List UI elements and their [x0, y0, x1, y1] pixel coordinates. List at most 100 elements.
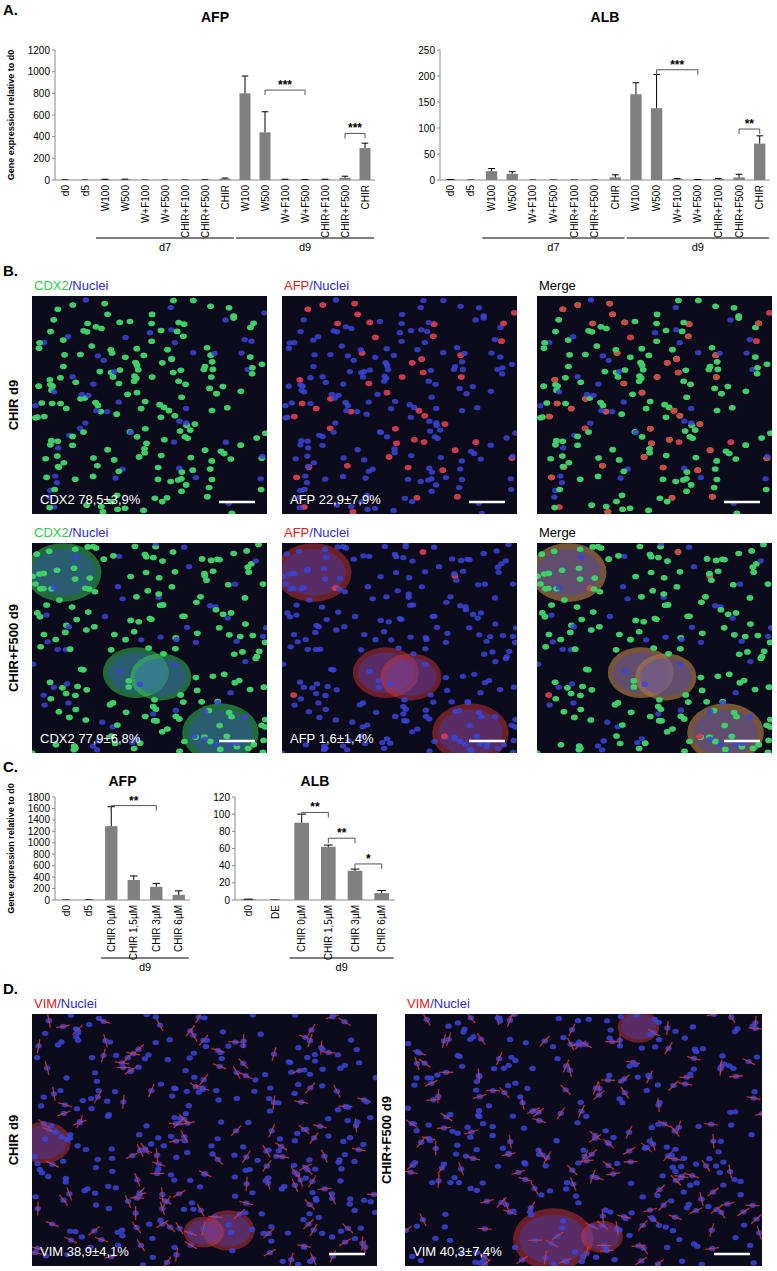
- stain: [158, 414, 165, 420]
- stain: [193, 599, 200, 605]
- nucleus: [609, 409, 615, 414]
- nucleus: [327, 352, 333, 357]
- nucleus: [574, 434, 580, 439]
- bar: [280, 179, 291, 180]
- nucleus: [97, 369, 103, 374]
- nucleus: [677, 340, 683, 345]
- nucleus: [282, 581, 288, 586]
- nucleus: [184, 436, 190, 441]
- error-bar: [85, 899, 92, 900]
- nucleus: [47, 329, 53, 334]
- stain: [260, 738, 267, 744]
- nucleus: [715, 367, 721, 372]
- stain: [639, 434, 646, 440]
- stain: [255, 543, 262, 547]
- stain: [202, 364, 209, 370]
- stain: [616, 457, 623, 463]
- nucleus: [388, 406, 394, 411]
- stain: [221, 672, 228, 678]
- stain: [654, 312, 661, 318]
- nucleus: [293, 475, 299, 480]
- panel-label: A.: [3, 1, 18, 18]
- stain: [548, 475, 555, 481]
- nucleus: [384, 390, 390, 395]
- nucleus: [420, 549, 426, 554]
- nucleus: [418, 357, 424, 362]
- stain: [74, 684, 81, 690]
- stain: [694, 467, 701, 473]
- nucleus: [137, 682, 143, 687]
- nucleus: [304, 453, 310, 458]
- y-tick-label: 1200: [28, 826, 51, 837]
- x-tick-label: W500: [651, 185, 662, 212]
- nucleus: [561, 465, 567, 470]
- nucleus: [335, 393, 341, 398]
- nucleus: [132, 360, 138, 365]
- nucleus: [447, 594, 453, 599]
- stain: [149, 312, 156, 318]
- stain: [420, 549, 427, 555]
- stain: [574, 302, 581, 308]
- y-tick: [437, 128, 440, 129]
- nucleus: [208, 374, 214, 379]
- stain: [181, 613, 188, 619]
- nucleus: [392, 426, 398, 431]
- image-header: CDX2/Nuclei: [34, 525, 109, 540]
- nucleus: [397, 330, 403, 335]
- y-tick-label: 1600: [28, 803, 51, 814]
- stain: [116, 381, 123, 387]
- y-tick-label: 40: [219, 860, 231, 871]
- nucleus: [72, 576, 78, 581]
- nucleus: [215, 700, 221, 705]
- stain: [37, 644, 44, 650]
- nucleus: [112, 476, 118, 481]
- stain: [54, 453, 61, 459]
- stain: [712, 304, 719, 310]
- nucleus: [354, 447, 360, 452]
- nucleus: [173, 708, 179, 713]
- nucleus: [134, 390, 140, 395]
- y-tick-label: 150: [418, 97, 435, 108]
- stain: [204, 494, 211, 500]
- stain: [69, 442, 76, 448]
- x-tick-label: CHIR 1,5µM: [128, 905, 139, 960]
- stain: [178, 469, 185, 475]
- nucleus: [409, 499, 415, 504]
- nucleus: [344, 463, 350, 468]
- stain: [645, 353, 652, 359]
- nucleus: [153, 543, 159, 546]
- nucleus: [183, 482, 189, 487]
- cell-cluster: [438, 709, 503, 753]
- nucleus: [714, 477, 720, 482]
- stain: [753, 338, 760, 344]
- nucleus: [305, 647, 311, 652]
- nucleus: [619, 493, 625, 498]
- nucleus: [753, 339, 759, 344]
- nucleus: [714, 408, 720, 413]
- nucleus: [605, 509, 611, 514]
- nucleus: [202, 448, 208, 453]
- stain: [210, 673, 217, 679]
- nucleus: [766, 310, 772, 315]
- nucleus: [183, 420, 189, 425]
- nucleus: [226, 305, 232, 310]
- nucleus: [190, 298, 196, 303]
- bar: [60, 179, 71, 180]
- error-cap: [130, 875, 137, 876]
- nucleus: [350, 358, 356, 363]
- bar: [465, 180, 476, 181]
- nucleus: [582, 352, 588, 357]
- stain: [647, 399, 654, 405]
- error-bar: [342, 176, 349, 178]
- stain: [138, 406, 145, 412]
- nucleus: [351, 557, 357, 562]
- nucleus: [402, 496, 408, 501]
- nucleus: [305, 464, 311, 469]
- nucleus: [339, 343, 345, 348]
- nucleus: [69, 434, 75, 439]
- nucleus: [460, 569, 466, 574]
- stain: [204, 345, 211, 351]
- nucleus: [456, 386, 462, 391]
- nucleus: [302, 473, 308, 478]
- nucleus: [127, 319, 133, 324]
